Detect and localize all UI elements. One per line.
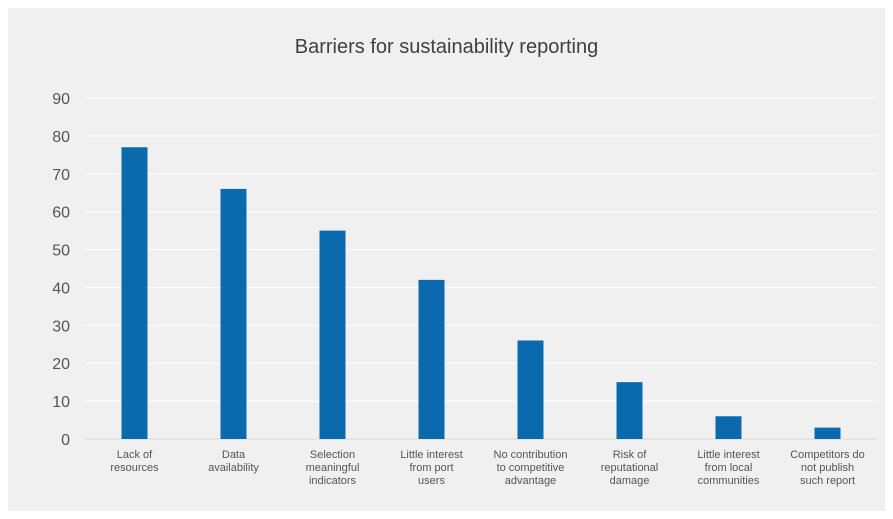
chart-frame: Barriers for sustainability reporting 0 1… xyxy=(8,8,885,511)
bar xyxy=(715,416,742,439)
y-tick-label: 50 xyxy=(52,243,70,260)
bar xyxy=(814,427,841,439)
bar xyxy=(319,230,346,439)
x-tick-label: Selection meaningful indicators xyxy=(306,449,360,487)
bar-chart: 0 10 20 30 40 50 60 70 80 90 Lack of resources Data a… xyxy=(52,91,877,487)
x-tick-label: Data availability xyxy=(208,449,259,474)
x-tick-label: Little interest from port users xyxy=(400,449,462,487)
y-tick-label: 20 xyxy=(52,356,70,373)
y-tick-label: 80 xyxy=(52,129,70,146)
x-tick-label: No contribution to competitive advantage xyxy=(494,449,568,487)
y-tick-label: 40 xyxy=(52,280,70,297)
x-tick-label: Lack of resources xyxy=(110,449,159,474)
y-tick-label: 70 xyxy=(52,167,70,184)
x-tick-label: Little interest from local communities xyxy=(697,449,760,487)
x-tick-label: Competitors do not publish such report xyxy=(790,449,865,487)
bar xyxy=(517,340,544,439)
y-tick-label: 60 xyxy=(52,205,70,222)
y-tick-label: 90 xyxy=(52,91,70,108)
bar xyxy=(418,279,445,439)
bar xyxy=(616,382,643,439)
y-tick-label: 30 xyxy=(52,318,70,335)
y-tick-label: 0 xyxy=(61,432,70,449)
bar xyxy=(220,188,247,439)
y-tick-label: 10 xyxy=(52,394,70,411)
x-tick-label: Risk of reputational damage xyxy=(601,449,659,487)
bar xyxy=(121,147,148,439)
chart-title: Barriers for sustainability reporting xyxy=(294,36,599,58)
